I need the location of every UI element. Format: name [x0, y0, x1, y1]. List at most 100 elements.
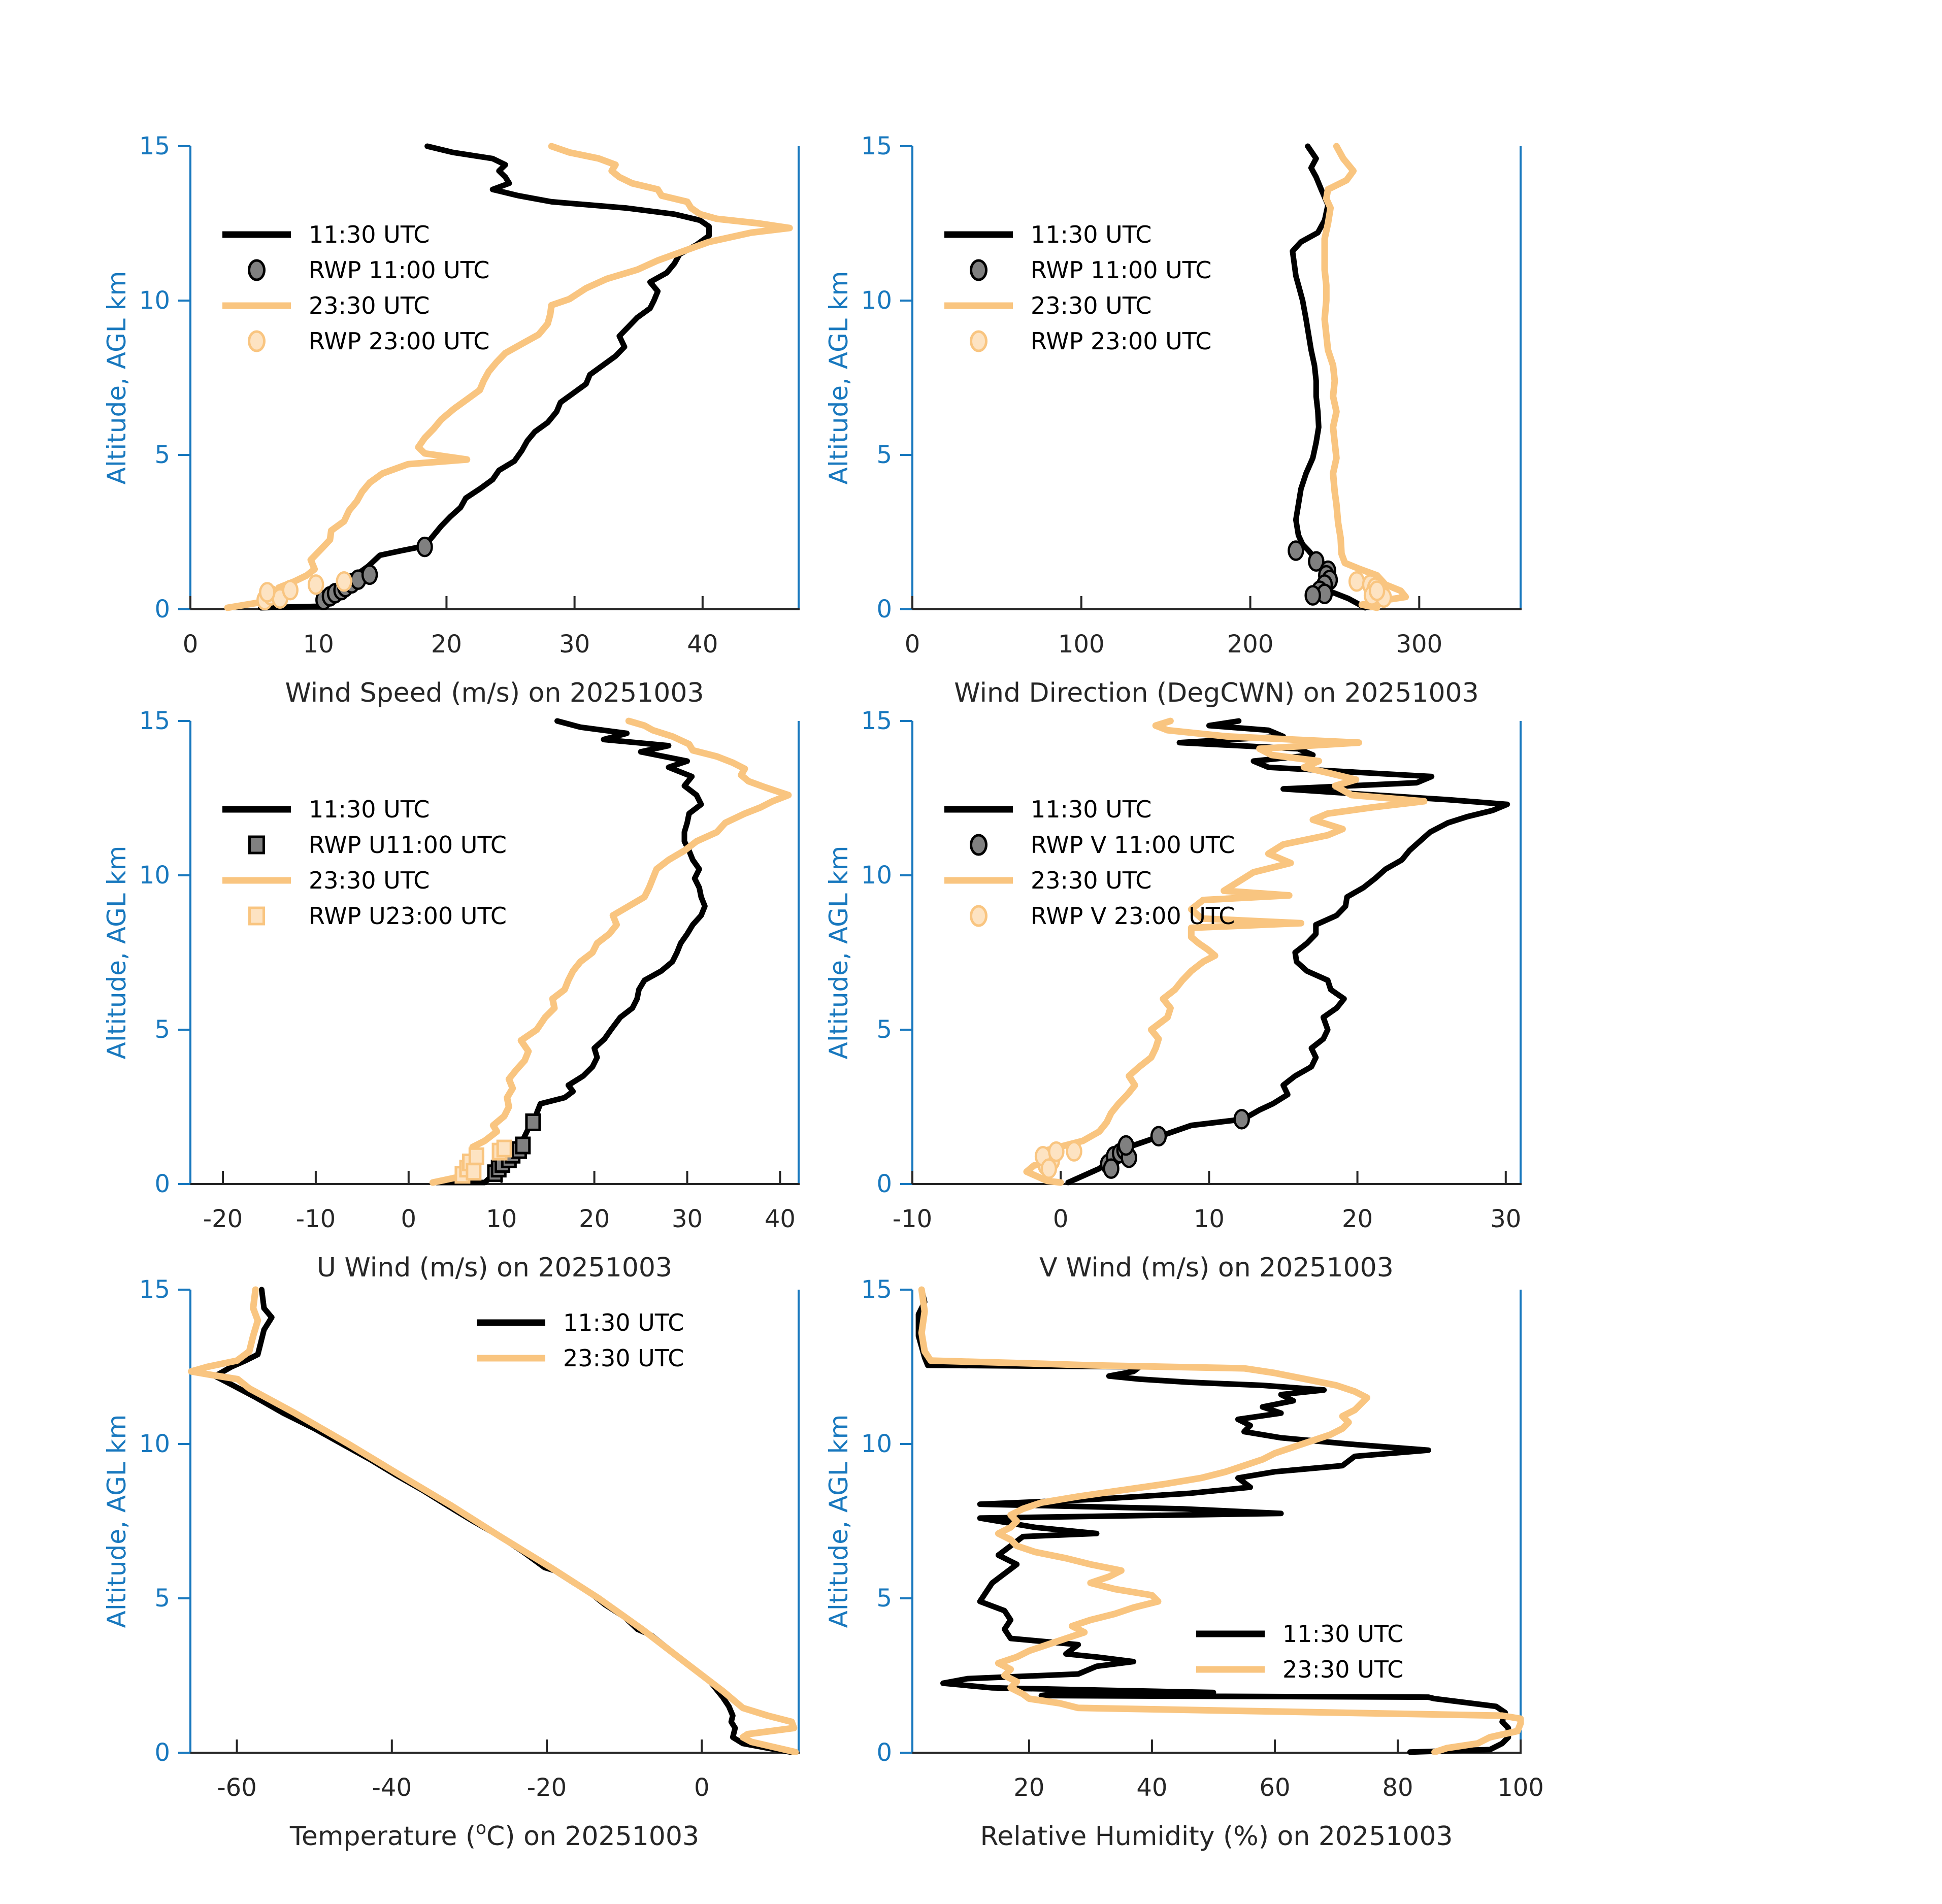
- x-tick-label: 30: [1490, 1205, 1521, 1233]
- y-tick-label: 15: [139, 707, 170, 735]
- y-axis-label: Altitude, AGL km: [102, 271, 131, 485]
- legend: 11:30 UTC RWP V 11:00 UTC 23:30 UTC RWP V 2…: [944, 796, 1235, 930]
- legend-label: 23:30 UTC: [1282, 1656, 1403, 1683]
- series-group: [429, 717, 792, 1186]
- y-tick-label: 0: [154, 1738, 170, 1767]
- y-tick-label: 0: [876, 595, 892, 623]
- x-tick-label: -60: [217, 1774, 256, 1802]
- y-axis-label: Altitude, AGL km: [102, 846, 131, 1060]
- x-tick-label: -20: [203, 1205, 243, 1233]
- x-label-part: Temperature (: [289, 1821, 476, 1852]
- series-group: [915, 1286, 1524, 1755]
- x-tick-label: 10: [486, 1205, 517, 1233]
- markers-rwp-2300: [1348, 571, 1392, 608]
- legend-label: 11:30 UTC: [1282, 1620, 1403, 1648]
- y-tick-label: 10: [139, 861, 170, 890]
- y-axis-label: Altitude, AGL km: [824, 846, 853, 1060]
- x-tick-label: 200: [1227, 630, 1274, 659]
- legend-label: 11:30 UTC: [309, 221, 430, 248]
- x-tick-label: 30: [672, 1205, 703, 1233]
- rwp-marker-circle: [336, 571, 352, 592]
- rwp-marker-circle: [1368, 580, 1386, 601]
- legend: 11:30 UTC RWP U11:00 UTC 23:30 UTC RWP U23:…: [222, 796, 507, 930]
- panel-u-wind: 0 5 10 15 -20 -10 0 10 20 30 40 U Wind (m/s) on 202…: [102, 707, 800, 1283]
- x-tick-label: 100: [1497, 1774, 1544, 1802]
- x-tick-label: 30: [559, 630, 590, 659]
- legend-label: RWP V 11:00 UTC: [1031, 831, 1235, 859]
- y-tick-label: 5: [876, 1015, 892, 1044]
- markers-rwp-1100: [1288, 540, 1338, 606]
- x-tick-label: 40: [765, 1205, 796, 1233]
- series-line-sonde-2330: [429, 717, 792, 1186]
- series-line-sonde-1130: [1065, 718, 1510, 1186]
- y-tick-label: 0: [154, 1170, 170, 1198]
- rwp-marker-circle: [1103, 1158, 1120, 1179]
- y-tick-label: 5: [154, 1584, 170, 1613]
- x-tick-label: -40: [372, 1774, 412, 1802]
- x-axis-label: Wind Direction (DegCWN) on 20251003: [954, 678, 1478, 708]
- legend-label: 23:30 UTC: [309, 867, 430, 894]
- x-tick-label: 20: [431, 630, 462, 659]
- y-tick-label: 15: [861, 1275, 892, 1304]
- rwp-marker-circle: [361, 564, 378, 585]
- rwp-marker-circle: [1348, 571, 1365, 592]
- x-tick-label: 80: [1382, 1774, 1413, 1802]
- legend-label: 23:30 UTC: [1031, 292, 1151, 319]
- series-group: [1288, 143, 1409, 611]
- x-axis-label: Temperature (oC) on 20251003: [289, 1818, 699, 1852]
- x-tick-label: 40: [1136, 1774, 1167, 1802]
- legend-square-dark-icon: [248, 835, 265, 855]
- y-tick-label: 10: [139, 286, 170, 315]
- x-tick-label: 20: [1013, 1774, 1044, 1802]
- series-group: [224, 143, 793, 611]
- rwp-marker-circle: [1304, 585, 1321, 606]
- legend-label: 11:30 UTC: [1031, 221, 1151, 248]
- y-tick-label: 15: [139, 132, 170, 160]
- rwp-marker-circle: [1150, 1126, 1167, 1147]
- panel-temperature: 0 5 10 15 -60 -40 -20 0 Temperature (oC) on 2025…: [102, 1275, 800, 1852]
- legend: 11:30 UTC RWP 11:00 UTC 23:30 UTC RWP 23:00…: [222, 221, 489, 355]
- y-tick-label: 15: [861, 707, 892, 735]
- series-group: [1023, 717, 1510, 1186]
- rwp-marker-circle: [259, 582, 276, 603]
- rwp-marker-circle: [1308, 551, 1325, 572]
- legend-circle-dark-icon: [248, 259, 266, 281]
- legend-label: 11:30 UTC: [563, 1309, 684, 1336]
- rwp-marker-square: [466, 1163, 482, 1181]
- legend-label: RWP U23:00 UTC: [309, 902, 507, 930]
- series-line-sonde-2330: [1321, 143, 1409, 611]
- y-tick-label: 0: [876, 1170, 892, 1198]
- rwp-marker-circle: [1117, 1135, 1135, 1156]
- x-tick-label: 100: [1058, 630, 1105, 659]
- panel-relative-humidity: 0 5 10 15 20 40 60 80 100 Relative Humidity (%) o…: [824, 1275, 1544, 1852]
- rwp-marker-circle: [1066, 1141, 1082, 1162]
- rwp-marker-circle: [416, 536, 433, 557]
- x-tick-label: 0: [183, 630, 199, 659]
- legend: 11:30 UTC 23:30 UTC: [1196, 1620, 1403, 1683]
- x-tick-label: 0: [401, 1205, 417, 1233]
- rwp-marker-circle: [1048, 1141, 1065, 1162]
- rwp-marker-square: [515, 1136, 531, 1155]
- y-tick-label: 15: [861, 132, 892, 160]
- legend-label: RWP 23:00 UTC: [1031, 327, 1211, 355]
- rwp-marker-circle: [1233, 1109, 1250, 1130]
- rwp-marker-circle: [1040, 1158, 1058, 1179]
- y-tick-label: 5: [876, 1584, 892, 1613]
- x-tick-label: 20: [579, 1205, 610, 1233]
- x-label-part: C) on 20251003: [486, 1821, 699, 1852]
- series-group: [188, 1286, 799, 1755]
- x-tick-label: 300: [1396, 630, 1443, 659]
- series-line-sonde-1130: [915, 1287, 1511, 1755]
- x-tick-label: 40: [687, 630, 718, 659]
- rwp-marker-circle: [282, 580, 299, 601]
- y-axis-label: Altitude, AGL km: [824, 271, 853, 485]
- x-tick-label: 60: [1259, 1774, 1290, 1802]
- series-line-sonde-2330: [224, 143, 793, 611]
- x-axis-label: V Wind (m/s) on 20251003: [1039, 1253, 1394, 1283]
- y-tick-label: 10: [861, 1430, 892, 1458]
- rwp-marker-circle: [307, 574, 324, 595]
- legend-label: 23:30 UTC: [563, 1344, 684, 1372]
